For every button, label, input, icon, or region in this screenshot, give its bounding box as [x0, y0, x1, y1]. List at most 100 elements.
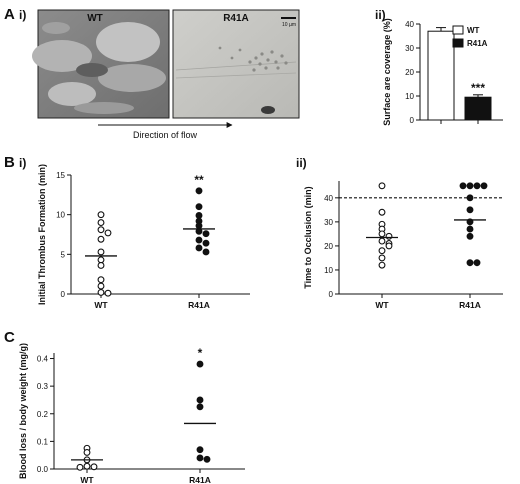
data-point: [473, 182, 481, 190]
data-point: [196, 360, 204, 368]
panel-a-i-label: i): [19, 8, 26, 22]
data-point: [459, 182, 467, 190]
category-label: R41A: [459, 300, 481, 310]
y-tick-label: 0.0: [37, 465, 49, 474]
data-point: [97, 211, 105, 219]
data-point: [97, 226, 105, 234]
data-point: [97, 248, 105, 256]
data-point: [196, 446, 204, 454]
y-tick-label: 0: [61, 290, 66, 299]
y-tick-label: 15: [56, 171, 65, 180]
y-tick-label: 30: [324, 218, 333, 227]
y-tick-label: 10: [405, 92, 414, 101]
data-point: [97, 261, 105, 269]
panel-a-ii-label: ii): [375, 8, 386, 22]
y-tick-label: 0: [329, 290, 334, 299]
data-point: [196, 403, 204, 411]
y-tick-label: 20: [405, 68, 414, 77]
chart-surface-coverage: 0 10 20 30 40 Surface are coverage (%) ***: [382, 18, 503, 126]
y-axis-label: Surface are coverage (%): [382, 18, 392, 126]
legend-label-r41a: R41A: [467, 39, 488, 48]
data-point: [76, 463, 84, 471]
category-label: WT: [80, 475, 94, 484]
data-point: [378, 247, 386, 255]
y-tick-label: 0.2: [37, 410, 49, 419]
data-point: [480, 182, 488, 190]
data-point: [466, 225, 474, 233]
y-tick-label: 30: [405, 44, 414, 53]
data-point: [195, 212, 203, 219]
legend: WT R41A: [452, 25, 488, 48]
data-point: [195, 203, 203, 211]
panel-b-i-label: i): [19, 156, 26, 170]
data-point: [466, 232, 474, 240]
data-point: [466, 206, 474, 214]
data-point: [83, 448, 91, 456]
data-point: [203, 455, 211, 463]
data-point: [378, 230, 386, 238]
y-tick-label: 0: [410, 116, 415, 125]
data-point: [104, 289, 112, 297]
category-label: WT: [94, 300, 108, 310]
y-tick-label: 40: [324, 194, 333, 203]
y-tick-label: 0.1: [37, 437, 49, 446]
significance-marker: **: [194, 173, 204, 187]
data-point: [97, 219, 105, 227]
data-point: [195, 187, 203, 195]
chart-blood-loss: 0.0 0.1 0.2 0.3 0.4 Blood loss / body weight …: [18, 343, 245, 484]
y-tick-label: 5: [61, 250, 66, 259]
legend-label-wt: WT: [467, 26, 480, 35]
data-point: [90, 463, 98, 471]
data-point: [378, 237, 386, 245]
micrograph-r41a: [172, 9, 300, 119]
data-point: [378, 254, 386, 262]
data-point: [466, 182, 474, 190]
significance-marker: ***: [471, 81, 485, 95]
data-point: [195, 244, 203, 252]
data-point: [195, 222, 203, 230]
micrograph-wt: [32, 9, 170, 119]
significance-marker: *: [198, 346, 203, 360]
bar: [464, 96, 492, 121]
y-axis-label: Blood loss / body weight (mg/g): [18, 343, 28, 479]
panel-b-ii-label: ii): [296, 156, 307, 170]
data-point: [466, 194, 474, 202]
y-tick-label: 0.3: [37, 382, 49, 391]
legend-swatch-r41a: [452, 38, 464, 48]
data-point: [202, 230, 210, 238]
bar: [427, 30, 455, 121]
chart-time-to-occlusion: 0 10 20 30 40 Time to Occlusion (min) WT R41A: [303, 181, 503, 310]
data-point: [97, 282, 105, 290]
category-label: R41A: [189, 475, 211, 484]
y-tick-label: 10: [324, 266, 333, 275]
scale-bar-label: 10 µm: [282, 22, 296, 28]
data-point: [466, 259, 474, 267]
micrograph-wt-label: WT: [87, 13, 103, 24]
data-point: [97, 288, 105, 296]
legend-swatch-wt: [452, 25, 464, 35]
y-tick-label: 10: [56, 211, 65, 220]
y-tick-label: 0.4: [37, 355, 49, 364]
data-point: [97, 256, 105, 264]
data-point: [378, 182, 386, 190]
data-point: [196, 454, 204, 462]
data-point: [385, 242, 393, 250]
panel-letter-a: A: [4, 6, 15, 23]
data-point: [97, 276, 105, 284]
data-point: [385, 232, 393, 240]
y-axis-label: Time to Occlusion (min): [303, 186, 313, 288]
micrograph-r41a-label: R41A: [223, 13, 249, 24]
data-point: [195, 236, 203, 244]
data-point: [196, 396, 204, 404]
y-axis-label: Initial Thrombus Formation (min): [37, 164, 47, 305]
y-tick-label: 20: [324, 242, 333, 251]
data-point: [202, 248, 210, 256]
data-point: [473, 259, 481, 267]
category-label: R41A: [188, 300, 210, 310]
data-point: [378, 208, 386, 216]
category-label: WT: [375, 300, 389, 310]
data-point: [83, 462, 91, 470]
chart-initial-thrombus: 0 5 10 15 Initial Thrombus Formation (min) WT…: [37, 164, 250, 310]
flow-caption: Direction of flow: [133, 130, 198, 140]
